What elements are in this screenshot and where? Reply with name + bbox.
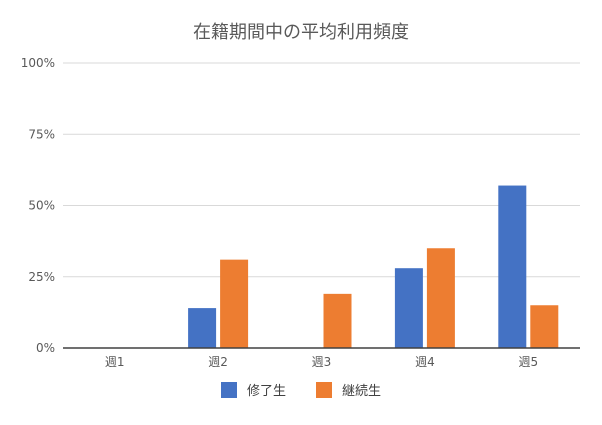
bar	[530, 305, 559, 348]
bar	[498, 185, 527, 348]
chart-title: 在籍期間中の平均利用頻度	[193, 22, 409, 43]
legend-label: 継続生	[342, 384, 381, 399]
y-tick-label: 25%	[28, 270, 55, 284]
y-tick-label: 50%	[28, 199, 55, 213]
y-axis-ticks: 0% 25% 50% 75% 100%	[21, 56, 55, 355]
x-tick-label: 週3	[312, 355, 332, 369]
legend-swatch	[221, 382, 237, 398]
gridlines	[63, 62, 580, 278]
x-tick-label: 週5	[518, 355, 538, 369]
legend-swatch	[316, 382, 332, 398]
y-tick-label: 100%	[21, 56, 55, 70]
bar	[394, 268, 423, 348]
bar	[220, 259, 249, 348]
bars	[188, 185, 559, 348]
bar	[323, 293, 352, 348]
x-tick-label: 週4	[415, 355, 435, 369]
bar	[426, 248, 455, 348]
bar	[188, 308, 217, 348]
y-tick-label: 75%	[28, 127, 55, 141]
y-tick-label: 0%	[36, 341, 55, 355]
legend-label: 修了生	[247, 384, 286, 399]
legend: 修了生 継続生	[221, 382, 381, 399]
x-tick-label: 週1	[105, 355, 125, 369]
x-tick-label: 週2	[208, 355, 228, 369]
x-axis-ticks: 週1 週2 週3 週4 週5	[105, 355, 538, 369]
